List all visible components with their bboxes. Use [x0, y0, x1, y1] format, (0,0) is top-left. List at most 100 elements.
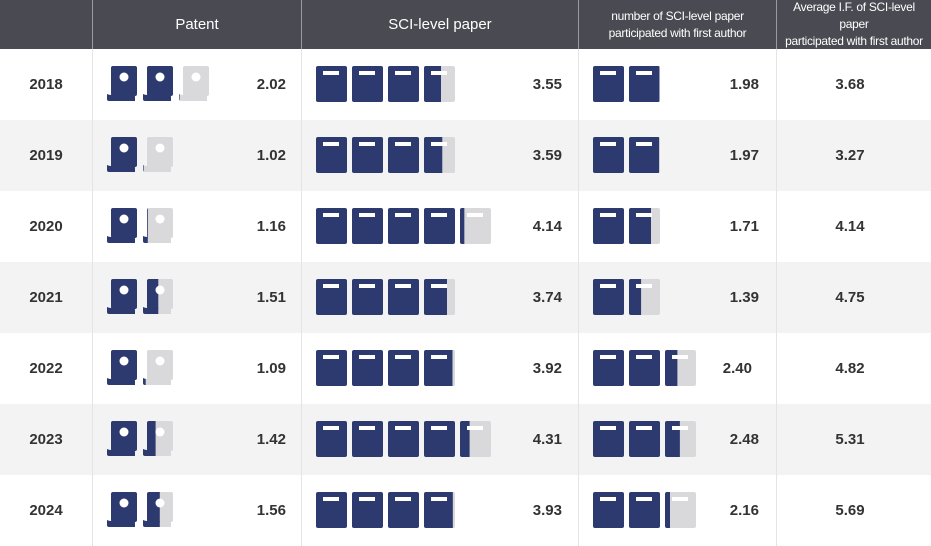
certificate-scroll-icon	[143, 279, 173, 314]
book-icon	[629, 137, 660, 173]
year-cell: 2018	[29, 76, 63, 93]
first-author-value: 2.40	[722, 360, 752, 377]
column-divider	[776, 49, 777, 546]
book-icon	[629, 350, 660, 386]
sci-paper-value: 4.31	[532, 431, 562, 448]
certificate-scroll-icon	[143, 137, 173, 172]
book-icon	[593, 137, 624, 173]
impact-factor-value: 4.14	[835, 218, 865, 235]
book-icon	[388, 350, 419, 386]
table-header: Patent SCI-level paper number of SCI-lev…	[0, 0, 931, 49]
patent-icon-row	[107, 492, 173, 527]
header-sci-paper: SCI-level paper	[301, 0, 578, 49]
book-icon	[316, 208, 347, 244]
patent-value: 1.51	[256, 289, 286, 306]
book-icon	[316, 350, 347, 386]
book-icon	[316, 279, 347, 315]
book-icon	[424, 350, 455, 386]
header-first-author-line1: number of SCI-level paper	[611, 8, 744, 23]
first-author-icons	[593, 49, 665, 120]
certificate-scroll-icon	[143, 492, 173, 527]
paper-icon-row	[316, 492, 455, 528]
book-icon	[593, 350, 624, 386]
book-icon	[388, 492, 419, 528]
table-row: 2024 1.56 3.93 2.16 5.69	[0, 475, 931, 546]
book-icon	[316, 421, 347, 457]
certificate-scroll-icon	[143, 66, 173, 101]
book-icon	[424, 208, 455, 244]
first-author-icons	[593, 333, 701, 404]
certificate-scroll-icon	[107, 137, 137, 172]
sci-paper-icons	[316, 262, 460, 333]
book-icon	[316, 492, 347, 528]
header-impact-factor: Average I.F. of SCI-level paper particip…	[776, 0, 931, 49]
column-divider	[578, 49, 579, 546]
patent-value: 2.02	[256, 76, 286, 93]
sci-paper-value: 3.55	[532, 76, 562, 93]
certificate-scroll-icon	[143, 208, 173, 243]
book-icon	[388, 421, 419, 457]
year-cell: 2020	[29, 218, 63, 235]
patent-icon-row	[107, 421, 173, 456]
paper-icon-row	[316, 66, 455, 102]
table-row: 2023 1.42 4.31 2.48 5.31	[0, 404, 931, 475]
book-icon	[352, 492, 383, 528]
paper-icon-row	[316, 208, 491, 244]
first-author-value: 1.39	[729, 289, 759, 306]
header-first-author-line2: participated with first author	[608, 25, 747, 40]
patent-value: 1.42	[256, 431, 286, 448]
impact-factor-value: 5.31	[835, 431, 865, 448]
sci-paper-icons	[316, 333, 460, 404]
first-author-value: 1.98	[729, 76, 759, 93]
certificate-scroll-icon	[107, 66, 137, 101]
book-icon	[593, 208, 624, 244]
paper-icon-row	[593, 492, 696, 528]
first-author-value: 1.97	[729, 147, 759, 164]
year-cell: 2019	[29, 147, 63, 164]
first-author-value: 2.16	[729, 502, 759, 519]
certificate-scroll-icon	[107, 421, 137, 456]
patent-value: 1.02	[256, 147, 286, 164]
certificate-scroll-icon	[143, 421, 173, 456]
book-icon	[424, 492, 455, 528]
patent-icons	[107, 475, 179, 546]
header-first-author: number of SCI-level paper participated w…	[578, 0, 776, 49]
impact-factor-value: 3.27	[835, 147, 865, 164]
certificate-scroll-icon	[107, 208, 137, 243]
book-icon	[629, 279, 660, 315]
header-patent: Patent	[92, 0, 301, 49]
paper-icon-row	[593, 66, 660, 102]
first-author-icons	[593, 191, 665, 262]
column-divider	[301, 49, 302, 546]
sci-paper-icons	[316, 475, 460, 546]
book-icon	[460, 208, 491, 244]
book-icon	[388, 137, 419, 173]
year-cell: 2022	[29, 360, 63, 377]
patent-icons	[107, 191, 179, 262]
patent-icon-row	[107, 208, 173, 243]
book-icon	[665, 421, 696, 457]
patent-icon-row	[107, 137, 173, 172]
sci-paper-value: 3.93	[532, 502, 562, 519]
impact-factor-value: 3.68	[835, 76, 865, 93]
book-icon	[424, 421, 455, 457]
book-icon	[460, 421, 491, 457]
certificate-scroll-icon	[107, 492, 137, 527]
sci-paper-value: 3.59	[532, 147, 562, 164]
table-row: 2022 1.09 3.92 2.40 4.82	[0, 333, 931, 404]
header-if-line1: Average I.F. of SCI-level paper	[793, 0, 915, 31]
first-author-icons	[593, 120, 665, 191]
paper-icon-row	[593, 279, 660, 315]
book-icon	[388, 208, 419, 244]
paper-icon-row	[593, 137, 660, 173]
impact-factor-value: 4.82	[835, 360, 865, 377]
book-icon	[593, 66, 624, 102]
sci-paper-value: 3.92	[532, 360, 562, 377]
certificate-scroll-icon	[179, 66, 209, 101]
year-cell: 2021	[29, 289, 63, 306]
sci-paper-icons	[316, 404, 496, 475]
column-divider	[92, 49, 93, 546]
book-icon	[424, 66, 455, 102]
book-icon	[388, 66, 419, 102]
